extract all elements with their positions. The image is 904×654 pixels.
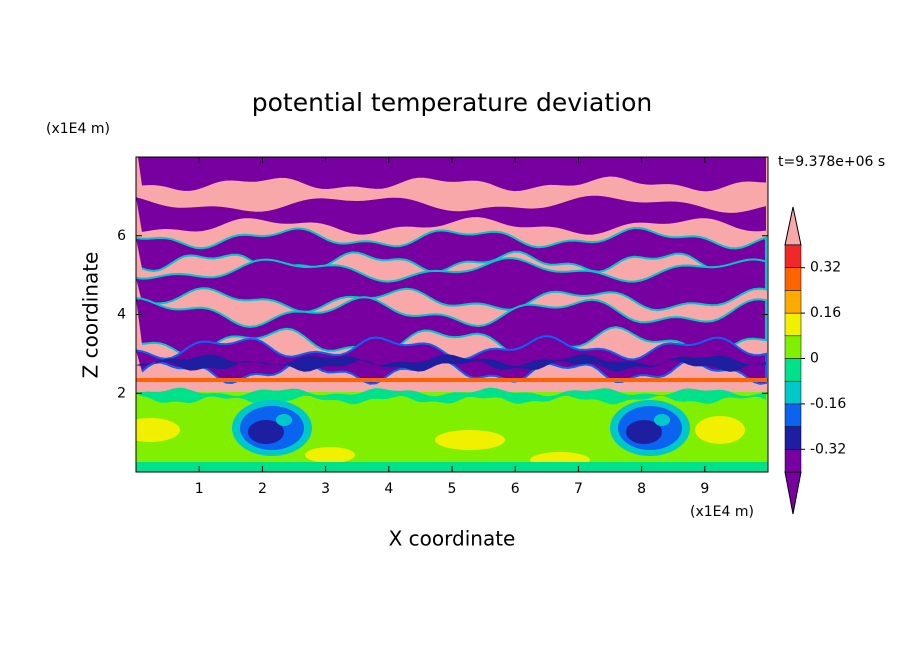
chart-title: potential temperature deviation <box>252 88 652 117</box>
colorbar-box <box>784 426 802 450</box>
x-axis-label: X coordinate <box>389 527 516 551</box>
contour-field <box>136 157 768 472</box>
colorbar-tick-label: 0.32 <box>810 260 841 276</box>
contour-region <box>136 418 180 442</box>
contour-region <box>435 430 505 450</box>
colorbar-box <box>784 335 802 359</box>
x-tick-label: 1 <box>195 481 204 497</box>
contour-region <box>136 378 768 382</box>
contour-region <box>136 256 767 313</box>
colorbar-tick-label: -0.32 <box>810 441 846 457</box>
time-label: t=9.378e+06 s <box>778 154 885 170</box>
colorbar-box <box>784 244 802 268</box>
colorbar-tick-label: -0.16 <box>810 396 846 412</box>
contour-region <box>137 157 766 192</box>
contour-region <box>695 416 745 444</box>
contour-region <box>136 195 766 235</box>
x-tick-label: 2 <box>258 481 267 497</box>
x-unit-label: (x1E4 m) <box>690 504 754 520</box>
colorbar-tick-label: 0.16 <box>810 305 841 321</box>
x-tick-label: 8 <box>637 481 646 497</box>
contour-region <box>136 387 766 405</box>
contour-region <box>136 354 766 372</box>
y-unit-label: (x1E4 m) <box>46 121 110 137</box>
contour-region <box>276 414 292 426</box>
y-tick-label: 4 <box>117 307 126 323</box>
contour-region <box>305 447 355 463</box>
colorbar-box <box>784 403 802 427</box>
colorbar-box <box>784 312 802 337</box>
colorbar-box <box>784 358 802 382</box>
colorbar-box <box>784 290 802 314</box>
y-tick-label: 6 <box>117 228 126 244</box>
colorbar-box <box>784 267 802 291</box>
y-axis-label: Z coordinate <box>79 252 103 379</box>
contour-region <box>626 420 662 444</box>
y-tick-label: 2 <box>117 385 126 401</box>
x-tick-label: 7 <box>574 481 583 497</box>
x-tick-label: 5 <box>448 481 457 497</box>
contour-region <box>136 296 767 358</box>
x-tick-label: 4 <box>384 481 393 497</box>
colorbar-box <box>784 380 802 405</box>
contour-region <box>136 226 767 274</box>
colorbar-box <box>784 449 802 473</box>
x-tick-label: 6 <box>511 481 520 497</box>
x-tick-label: 9 <box>700 481 709 497</box>
contour-region <box>654 414 670 426</box>
colorbar-tick-label: 0 <box>810 351 819 367</box>
contour-region <box>248 420 284 444</box>
x-tick-label: 3 <box>321 481 330 497</box>
